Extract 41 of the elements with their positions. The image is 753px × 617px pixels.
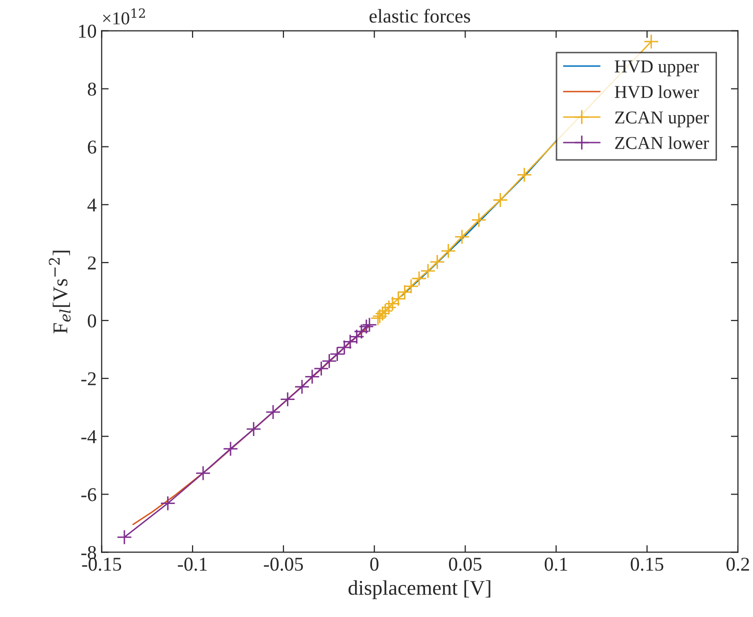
x-tick-label: 0.1 (544, 558, 568, 571)
y-tick-label: 2 (88, 256, 96, 270)
legend-label: HVD lower (614, 85, 699, 98)
x-tick-label: 0.15 (630, 558, 664, 571)
legend-label: HVD upper (614, 60, 699, 76)
point (644, 34, 659, 50)
x-tick-label: -0.15 (82, 558, 122, 571)
point (516, 167, 532, 182)
line-series (400, 140, 557, 297)
chart-title: elastic forces (370, 8, 470, 23)
legend-label: ZCAN lower (615, 136, 709, 150)
y-tick-label: 8 (88, 82, 96, 96)
y-tick-label: -2 (81, 372, 96, 386)
point (222, 441, 238, 456)
y-tick-label: -6 (81, 488, 96, 502)
y-axis-title: F$_{el}$[Vs$^{−2}$] (48, 250, 71, 334)
point (294, 379, 310, 394)
x-tick-label: -0.05 (264, 558, 303, 571)
point (492, 192, 508, 208)
x-tick-label: 0 (370, 558, 378, 571)
point (440, 243, 456, 259)
y-tick-label: 0 (88, 314, 96, 328)
text: ×10$^{12}$ (103, 8, 145, 24)
point (265, 404, 281, 420)
point (246, 421, 262, 437)
x-tick-label: 0.2 (726, 558, 750, 571)
x-axis-title: displacement [V] (348, 580, 490, 600)
y-tick-label: -8 (81, 546, 96, 560)
point (471, 212, 487, 228)
y-tick-label: 6 (88, 140, 96, 154)
point (160, 496, 176, 511)
legend-label: ZCAN upper (615, 111, 709, 128)
y-tick-label: 4 (87, 198, 96, 212)
x-tick-label: -0.1 (178, 558, 207, 571)
point (280, 392, 296, 407)
point (116, 530, 132, 545)
y-tick-label: 10 (79, 24, 96, 38)
x-tick-label: 0.05 (448, 558, 482, 571)
point (454, 229, 470, 244)
y-tick-label: -4 (81, 430, 96, 444)
point (195, 466, 211, 481)
